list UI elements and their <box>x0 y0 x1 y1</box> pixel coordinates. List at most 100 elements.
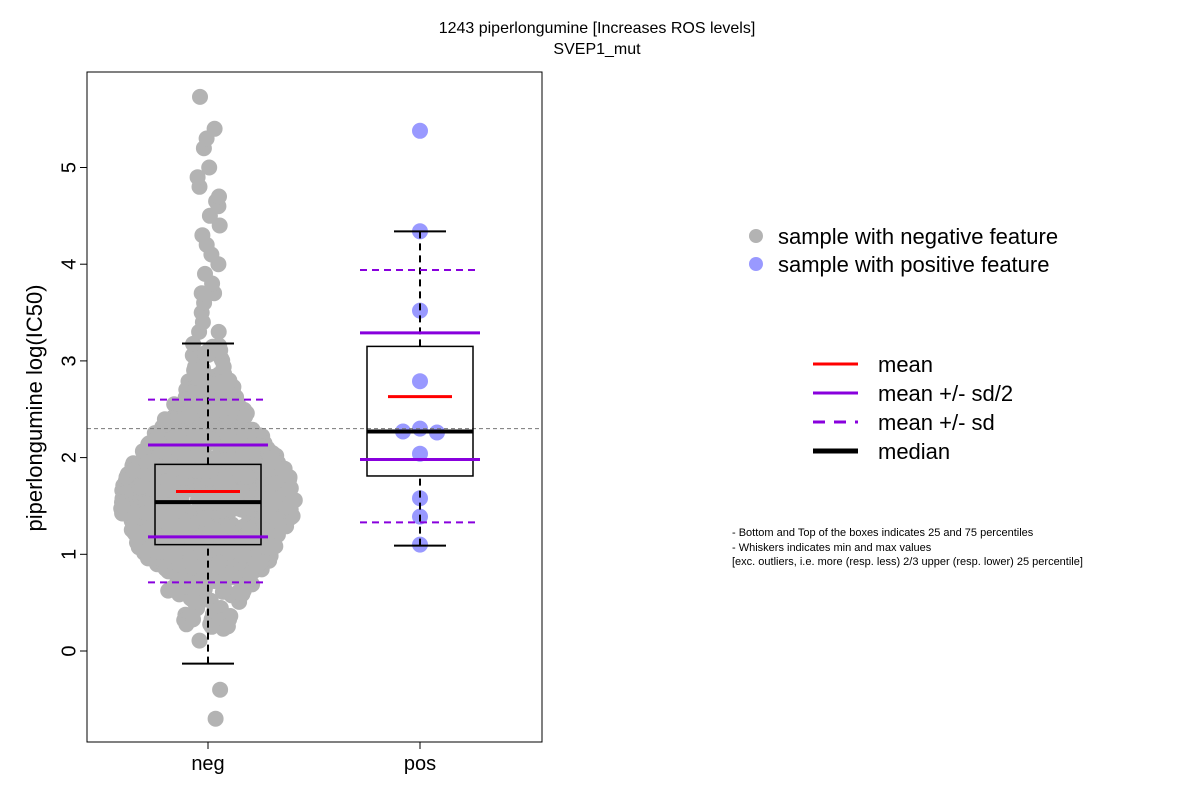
neg-point <box>237 408 254 425</box>
iqr-box <box>366 345 474 477</box>
neg-point <box>280 481 297 498</box>
y-axis-label: piperlongumine log(IC50) <box>22 284 47 531</box>
legend-pos-marker <box>749 257 763 271</box>
neg-point <box>161 438 178 455</box>
neg-point <box>267 538 284 555</box>
neg-point <box>194 227 211 244</box>
legend-halfsd-label: mean +/- sd/2 <box>878 381 1013 406</box>
neg-point <box>191 632 208 649</box>
neg-point <box>159 509 176 526</box>
neg-point <box>242 565 259 582</box>
neg-point <box>188 579 205 596</box>
y-tick-label: 4 <box>58 259 80 270</box>
neg-point <box>238 422 255 439</box>
neg-point <box>137 505 154 521</box>
neg-point <box>193 544 210 561</box>
box-pos <box>360 230 480 547</box>
neg-point <box>211 554 228 571</box>
legend-neg-label: sample with negative feature <box>778 224 1058 249</box>
neg-point <box>203 618 220 635</box>
neg-point <box>134 478 151 495</box>
neg-point <box>212 342 229 359</box>
footnote-line-3: [exc. outliers, i.e. more (resp. less) 2… <box>732 556 1083 568</box>
neg-point <box>216 582 233 599</box>
neg-point <box>185 592 202 609</box>
neg-point <box>189 169 206 186</box>
neg-point <box>254 461 271 478</box>
neg-point <box>195 510 212 527</box>
neg-point <box>197 265 213 282</box>
neg-point <box>179 435 196 452</box>
footnotes: - Bottom and Top of the boxes indicates … <box>732 527 1083 568</box>
neg-point <box>205 521 222 538</box>
neg-point <box>230 584 247 601</box>
neg-point <box>207 710 224 727</box>
pos-point <box>412 490 428 507</box>
neg-point <box>186 362 203 379</box>
neg-point <box>217 469 233 486</box>
neg-point <box>240 468 257 485</box>
neg-point <box>166 548 183 565</box>
neg-point <box>212 681 229 698</box>
footnote-line-2: - Whiskers indicates min and max values <box>732 542 932 554</box>
neg-point <box>114 497 131 514</box>
pos-point <box>412 122 428 139</box>
neg-point <box>202 430 219 447</box>
legend-points: sample with negative feature sample with… <box>749 224 1058 277</box>
neg-point <box>125 462 142 479</box>
neg-point <box>241 521 258 537</box>
neg-point <box>152 544 168 560</box>
y-tick-label: 0 <box>58 645 80 656</box>
chart-title: 1243 piperlongumine [Increases ROS level… <box>439 20 756 37</box>
x-label-neg: neg <box>191 753 224 775</box>
neg-point <box>233 483 250 500</box>
neg-point <box>252 554 269 571</box>
neg-point <box>233 449 250 466</box>
neg-point <box>192 88 208 105</box>
legend-neg-marker <box>749 229 763 243</box>
x-label-pos: pos <box>404 753 436 775</box>
neg-point <box>219 433 236 450</box>
legend-sd-label: mean +/- sd <box>878 410 995 435</box>
neg-point <box>205 457 222 474</box>
neg-point <box>189 448 206 465</box>
neg-point <box>206 120 223 137</box>
neg-point <box>210 323 227 340</box>
neg-point <box>168 582 185 598</box>
neg-point <box>201 159 218 176</box>
neg-point <box>265 491 282 508</box>
points-layer <box>113 88 445 727</box>
iqr-box <box>154 463 262 546</box>
neg-point <box>193 285 210 302</box>
pos-point <box>412 373 428 390</box>
neg-point <box>201 375 218 392</box>
legend-median-label: median <box>878 439 950 464</box>
neg-point <box>156 411 173 428</box>
neg-point <box>188 462 204 479</box>
neg-point <box>186 397 203 414</box>
legend-pos-label: sample with positive feature <box>778 252 1049 277</box>
legend-lines: mean mean +/- sd/2 mean +/- sd median <box>813 352 1013 464</box>
neg-point <box>140 542 157 559</box>
y-axis-ticks: 0 1 2 3 4 5 <box>58 162 87 657</box>
y-tick-label: 2 <box>58 452 80 463</box>
y-tick-label: 1 <box>58 549 80 560</box>
neg-point <box>215 358 232 375</box>
neg-point <box>199 409 216 426</box>
legend-mean-label: mean <box>878 352 933 377</box>
pos-point <box>412 445 428 462</box>
neg-point <box>191 558 208 575</box>
neg-point <box>211 217 228 234</box>
neg-point <box>220 399 237 416</box>
neg-point <box>205 390 222 407</box>
footnote-line-1: - Bottom and Top of the boxes indicates … <box>732 527 1034 539</box>
neg-point <box>233 501 250 518</box>
neg-point <box>222 501 239 518</box>
neg-point <box>278 499 295 516</box>
neg-point <box>142 453 159 470</box>
y-tick-label: 3 <box>58 355 80 366</box>
neg-point <box>222 565 239 582</box>
neg-point <box>262 450 279 467</box>
neg-point <box>185 611 201 628</box>
